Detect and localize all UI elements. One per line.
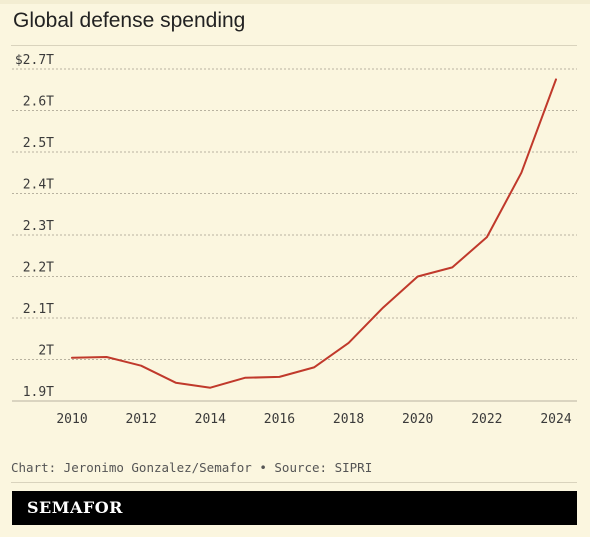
y-tick-label: 2.5T bbox=[23, 136, 54, 151]
y-tick-label: 2.3T bbox=[23, 219, 54, 234]
x-tick-label: 2022 bbox=[471, 412, 502, 427]
brand-bar: SEMAFOR bbox=[12, 491, 577, 525]
series-line-defense-spending bbox=[71, 78, 557, 389]
x-tick-label: 2018 bbox=[333, 412, 364, 427]
y-tick-label: 2T bbox=[38, 344, 54, 359]
y-axis-labels: $2.7T 2.6T 2.5T 2.4T 2.3T 2.2T 2.1T 2T 1.9T bbox=[15, 53, 54, 400]
x-tick-label: 2014 bbox=[195, 412, 226, 427]
x-tick-label: 2010 bbox=[56, 412, 87, 427]
y-tick-label: 2.2T bbox=[23, 261, 54, 276]
credit-divider bbox=[11, 482, 577, 483]
series-layer bbox=[71, 78, 557, 389]
y-tick-label: 2.6T bbox=[23, 95, 54, 110]
x-tick-label: 2024 bbox=[540, 412, 571, 427]
y-tick-label: 2.1T bbox=[23, 302, 54, 317]
y-tick-label: 2.4T bbox=[23, 178, 54, 193]
x-tick-label: 2016 bbox=[264, 412, 295, 427]
top-border bbox=[0, 0, 590, 4]
x-tick-label: 2012 bbox=[125, 412, 156, 427]
gridlines bbox=[12, 68, 577, 402]
y-tick-label: 1.9T bbox=[23, 385, 54, 400]
line-chart: $2.7T 2.6T 2.5T 2.4T 2.3T 2.2T 2.1T 2T 1.9T 2010… bbox=[12, 53, 577, 427]
x-tick-label: 2020 bbox=[402, 412, 433, 427]
semafor-logo: SEMAFOR bbox=[27, 498, 123, 517]
y-tick-label: $2.7T bbox=[15, 53, 54, 68]
chart-title: Global defense spending bbox=[13, 9, 246, 32]
x-axis-labels: 2010 2012 2014 2016 2018 2020 2022 2024 bbox=[56, 412, 571, 427]
chart-credit: Chart: Jeronimo Gonzalez/Semafor • Sourc… bbox=[11, 460, 373, 475]
title-divider bbox=[11, 45, 577, 46]
